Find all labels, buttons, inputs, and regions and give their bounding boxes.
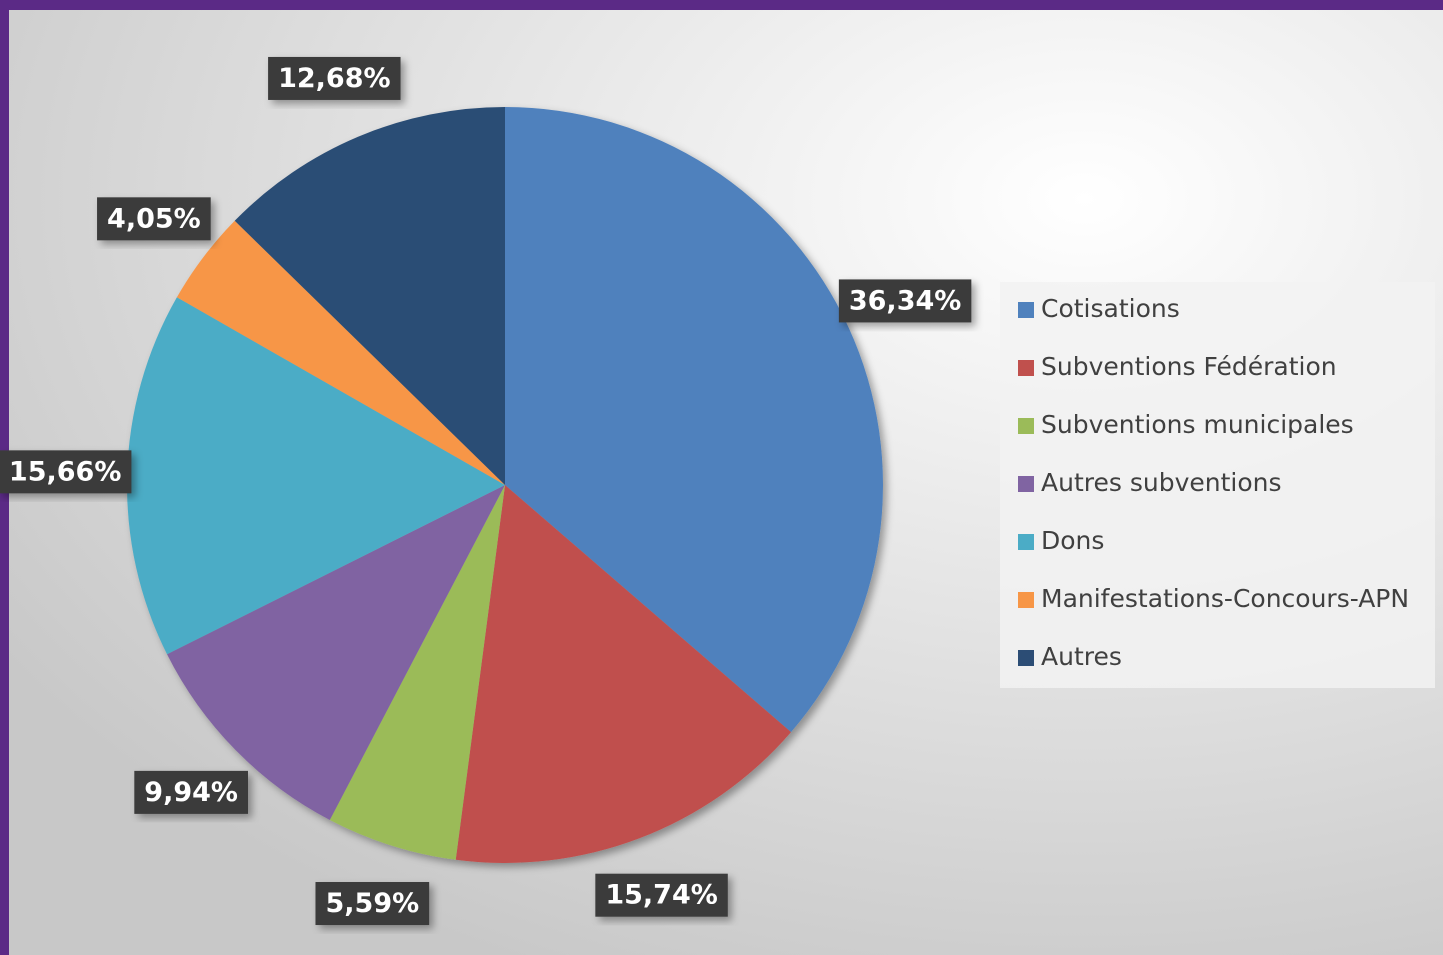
data-label: 4,05% [107,203,201,234]
legend-label: Dons [1041,526,1104,555]
data-label-box [134,770,248,814]
legend-label: Cotisations [1041,294,1180,323]
legend-swatch [1018,534,1034,550]
pie-slice [505,107,883,733]
pie-slice [167,485,505,820]
data-label-box [97,197,211,241]
data-label: 5,59% [325,888,419,919]
legend-label: Subventions Fédération [1041,352,1337,381]
pie-slice [234,107,505,485]
legend-swatch [1018,418,1034,434]
legend-swatch [1018,476,1034,492]
pie-slice [176,220,506,485]
pie [126,107,883,863]
legend-box [1000,282,1435,688]
data-label-box [268,56,401,100]
data-label: 9,94% [144,777,238,808]
data-label-box [595,873,728,917]
data-label-box [315,882,430,926]
legend-label: Manifestations-Concours-APN [1041,584,1409,613]
pie-slice [126,297,506,655]
legend-label: Autres subventions [1041,468,1282,497]
legend-swatch [1018,360,1034,376]
data-label: 15,74% [605,880,717,911]
legend-swatch [1018,592,1034,608]
pie-slice [329,485,505,860]
pie-slice [455,485,792,863]
legend-swatch [1018,650,1034,666]
data-label-box [0,450,132,494]
legend-swatch [1018,302,1034,318]
legend-label: Autres [1041,642,1122,671]
legend-label: Subventions municipales [1041,410,1354,439]
data-label: 36,34% [849,285,961,316]
data-label-box [838,279,972,323]
data-label: 12,68% [278,63,390,94]
data-label: 15,66% [9,456,121,487]
